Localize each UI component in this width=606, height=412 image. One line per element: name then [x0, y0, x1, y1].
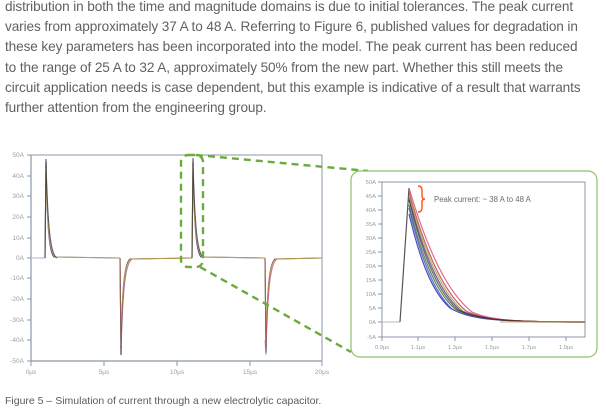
x-tick-label: 10µs — [170, 369, 185, 376]
zoom-highlight — [179, 153, 369, 354]
inset-y-tick-label: 5A — [369, 306, 376, 312]
body-line: further attention from the engineering g… — [5, 100, 267, 116]
x-tick-label: 20µs — [315, 369, 330, 376]
body-line: these key parameters has been incorporat… — [5, 39, 578, 55]
connector-line-bottom — [199, 265, 352, 354]
inset-x-tick-label: 1.9µs — [559, 345, 573, 351]
inset-y-tick-label: 50A — [366, 180, 376, 186]
inset-y-tick-label: 30A — [366, 236, 376, 242]
main-chart: 50A 40A 30A 20A 10A 0A -10A -20A -30A -4… — [10, 152, 330, 376]
x-tick-label: 5µs — [99, 369, 110, 376]
inset-y-tick-label: 25A — [366, 250, 376, 256]
main-traces — [31, 157, 323, 356]
inset-x-tick-label: 1.5µs — [485, 345, 499, 351]
y-tick-label: -10A — [10, 275, 24, 282]
inset-y-tick-label: 40A — [366, 208, 376, 214]
x-tick-label: 15µs — [243, 369, 258, 376]
body-line: varies from approximately 37 A to 48 A. … — [5, 19, 578, 35]
body-line: to the range of 25 A to 32 A, approximat… — [5, 59, 563, 75]
y-tick-label: 20A — [12, 214, 24, 221]
y-tick-label: 10A — [12, 235, 24, 242]
inset-x-tick-label: 1.1µs — [411, 345, 425, 351]
inset-x-tick-label: 1.7µs — [522, 345, 536, 351]
y-tick-label: -50A — [10, 358, 24, 365]
y-tick-label: -40A — [10, 337, 24, 344]
inset-x-tick-label: 1.3µs — [448, 345, 462, 351]
body-paragraph: distribution in both the time and magnit… — [5, 0, 605, 118]
inset-y-tick-label: 0A — [369, 320, 376, 326]
y-tick-label: -20A — [10, 296, 24, 303]
inset-chart: 50A 45A 40A 35A 30A 25A 20A 15A 10A 5A 0… — [350, 170, 598, 358]
inset-y-tick-label: 10A — [366, 292, 376, 298]
inset-y-tick-label: 45A — [366, 194, 376, 200]
y-tick-label: 30A — [12, 193, 24, 200]
body-line: distribution in both the time and magnit… — [5, 0, 574, 14]
peak-current-annotation: Peak current: ~ 38 A to 48 A — [434, 195, 532, 204]
y-tick-label: 50A — [12, 152, 24, 159]
inset-y-tick-label: -5A — [367, 335, 376, 341]
inset-y-tick-label: 20A — [366, 264, 376, 270]
y-tick-label: 40A — [12, 173, 24, 180]
inset-y-tick-label: 15A — [366, 278, 376, 284]
figure-caption: Figure 5 – Simulation of current through… — [5, 395, 322, 407]
connector-line-top — [195, 153, 369, 173]
x-tick-label: 0µs — [26, 369, 37, 376]
y-tick-label: -30A — [10, 317, 24, 324]
inset-y-tick-label: 35A — [366, 222, 376, 228]
brace-icon — [417, 185, 426, 213]
y-tick-label: 0A — [16, 255, 25, 262]
body-line: circuit application needs is case depend… — [5, 79, 581, 95]
inset-traces — [382, 187, 586, 323]
inset-x-tick-label: 0.9µs — [375, 345, 389, 351]
highlight-region — [179, 153, 205, 269]
